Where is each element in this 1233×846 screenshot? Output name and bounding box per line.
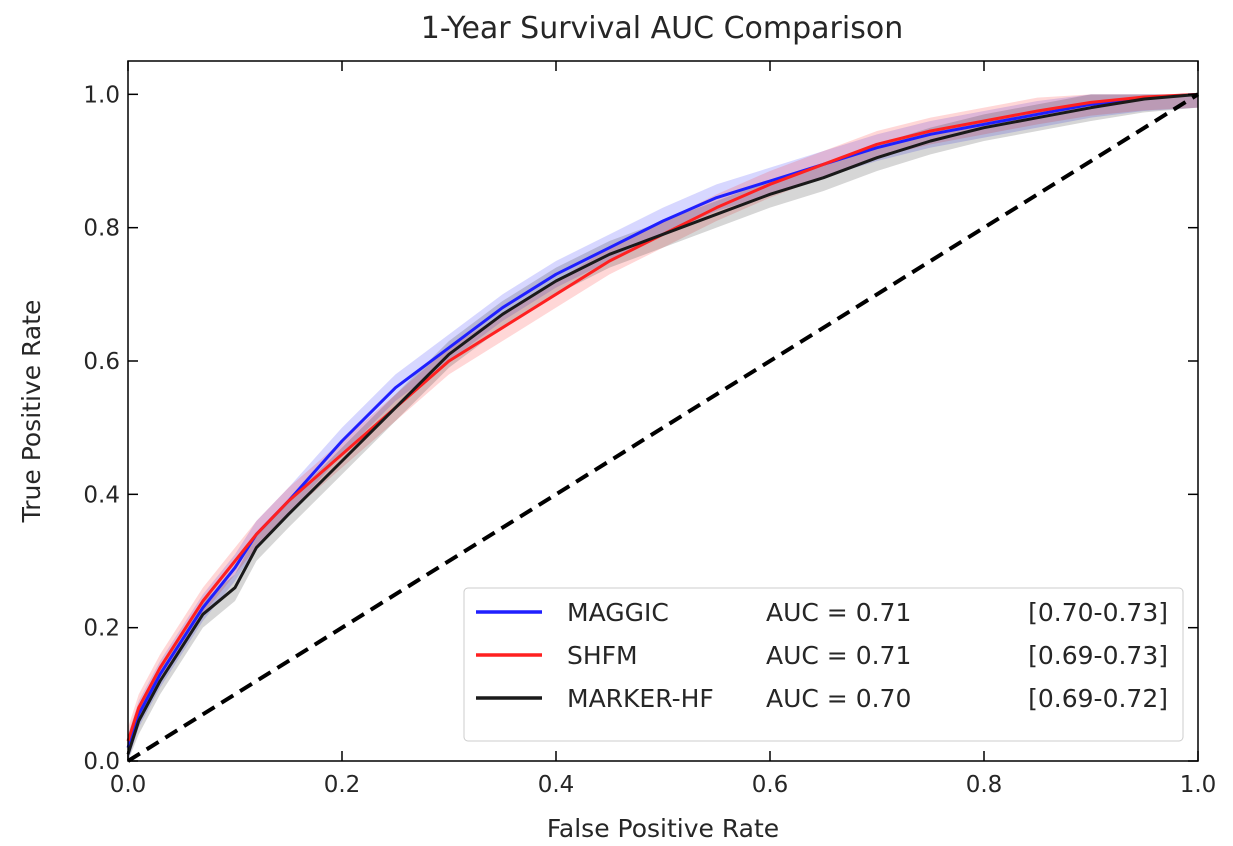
axis-ticks: 0.0 0.2 0.4 0.6 0.8 1.0 0.0 0.2 0.4 0.6 0.8 1.0 — [83, 61, 1216, 798]
x-axis-title: False Positive Rate — [547, 814, 779, 843]
legend-ci: [0.69-0.73] — [1028, 641, 1168, 670]
series-line-chance — [126, 92, 1200, 763]
x-tick-label: 0.2 — [324, 772, 361, 798]
x-tick-label: 0.8 — [966, 772, 1003, 798]
series-line-maggic — [126, 92, 1199, 749]
legend-ci: [0.70-0.73] — [1028, 598, 1168, 627]
legend-auc: AUC = 0.71 — [766, 598, 911, 627]
legend-series-name: MAGGIC — [567, 598, 669, 627]
y-tick-label: 0.4 — [83, 482, 120, 508]
plot-frame — [127, 60, 1199, 762]
ci-band-maggic — [128, 94, 1198, 762]
x-tick-label: 0.0 — [110, 772, 147, 798]
confidence-bands — [128, 94, 1198, 762]
legend-auc: AUC = 0.71 — [766, 641, 911, 670]
series-line-shfm — [126, 92, 1199, 742]
y-tick-label: 0.8 — [83, 216, 120, 242]
x-tick-label: 0.4 — [538, 772, 575, 798]
x-tick-label: 0.6 — [752, 772, 789, 798]
legend-auc: AUC = 0.70 — [766, 684, 911, 713]
chart-title: 1-Year Survival AUC Comparison — [421, 11, 903, 46]
ci-band-shfm — [128, 94, 1198, 755]
y-tick-label: 0.6 — [83, 349, 120, 375]
legend-ci: [0.69-0.72] — [1028, 684, 1168, 713]
ci-band-marker-hf — [128, 94, 1198, 762]
y-tick-label: 0.2 — [83, 616, 120, 642]
legend-box — [463, 587, 1184, 742]
y-axis-title: True Positive Rate — [17, 300, 46, 524]
y-tick-label: 0.0 — [83, 749, 120, 775]
x-tick-label: 1.0 — [1180, 772, 1217, 798]
y-tick-label: 1.0 — [83, 82, 120, 108]
roc-lines — [126, 92, 1200, 763]
legend-series-name: MARKER-HF — [567, 684, 714, 713]
legend-series-name: SHFM — [567, 641, 638, 670]
series-line-marker-hf — [126, 92, 1199, 755]
legend: MAGGIC AUC = 0.71 [0.70-0.73] SHFM AUC = 0.7… — [463, 587, 1184, 742]
